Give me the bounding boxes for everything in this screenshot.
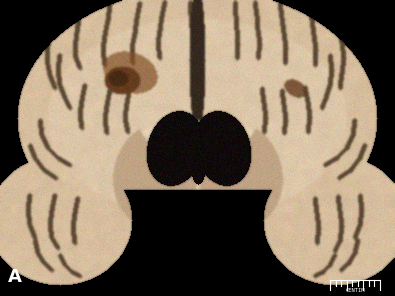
Text: A: A — [8, 268, 22, 286]
Text: CENTIM: CENTIM — [345, 288, 365, 293]
